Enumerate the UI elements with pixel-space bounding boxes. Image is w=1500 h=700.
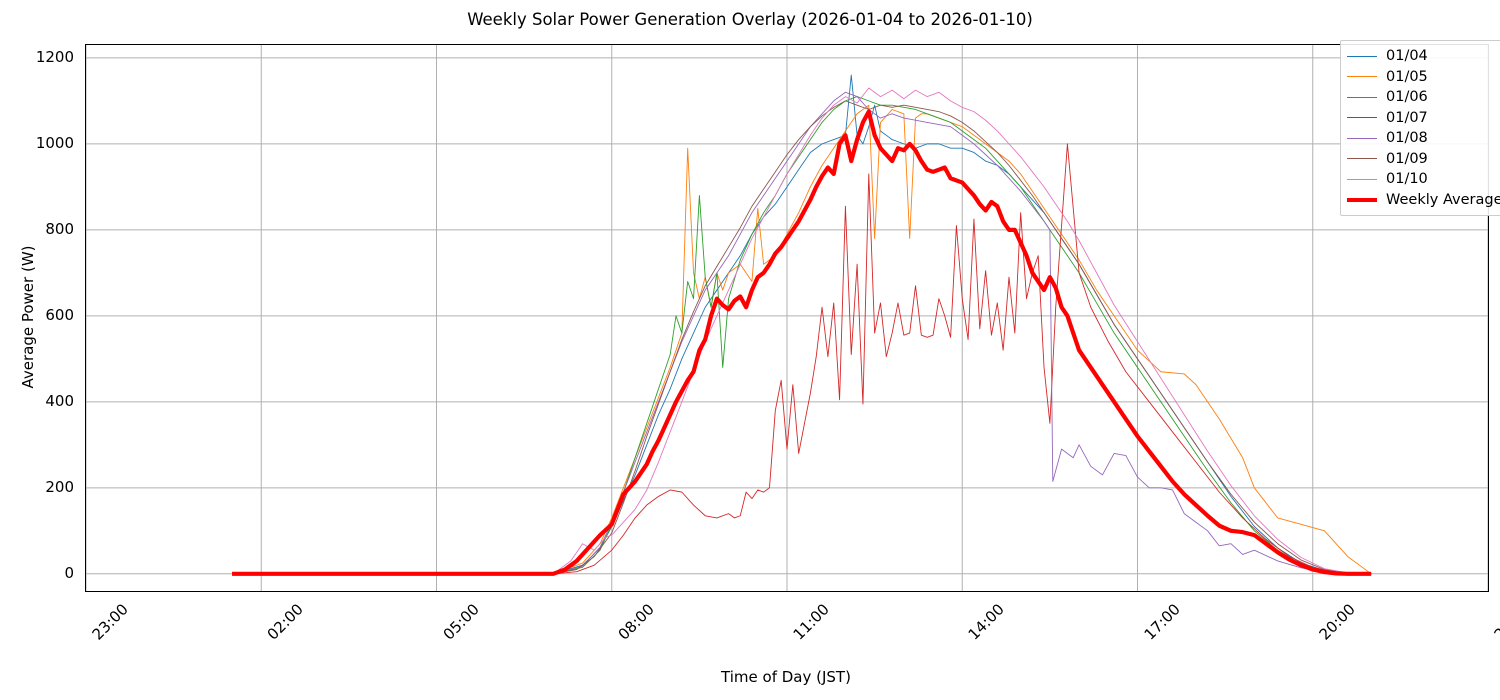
- legend-label: 01/06: [1386, 89, 1428, 106]
- series-line-01-08: [494, 91, 1372, 575]
- chart-legend: 01/04 01/05 01/06 01/07 01/08 01/09 01/10 Weekl…: [1340, 40, 1500, 216]
- legend-label: 01/04: [1386, 48, 1428, 65]
- series-line-01-09: [494, 100, 1372, 575]
- legend-label: 01/10: [1386, 171, 1428, 188]
- y-tick-label: 1000: [35, 133, 74, 152]
- legend-swatch-line-icon: [1347, 117, 1377, 119]
- x-tick-label: 20:00: [1315, 600, 1359, 644]
- y-tick-label: 600: [45, 305, 74, 324]
- weekly-average-line: [232, 109, 1372, 576]
- series-line-weekly-average: [232, 109, 1372, 576]
- x-tick-label: 14:00: [964, 600, 1009, 644]
- series-line-01-04: [494, 74, 1372, 575]
- x-axis-label: Time of Day (JST): [721, 668, 851, 686]
- grid-lines: [86, 45, 1488, 591]
- series-line-01-05: [494, 104, 1372, 575]
- legend-label: 01/05: [1386, 68, 1428, 85]
- legend-item-01-07[interactable]: 01/07: [1347, 108, 1500, 129]
- x-tick-label: 23:00: [88, 600, 132, 644]
- legend-swatch-line-icon: [1347, 158, 1377, 160]
- legend-item-weekly-average[interactable]: Weekly Average: [1347, 190, 1500, 211]
- legend-swatch-line-icon: [1347, 197, 1377, 202]
- x-tick-label: 23:00: [1490, 600, 1500, 644]
- x-axis-tick-labels: 23:00 02:00 05:00 08:00 11:00 14:00 17:00 20:00…: [85, 596, 1500, 666]
- x-tick-label: 05:00: [439, 600, 483, 644]
- legend-swatch-line-icon: [1347, 76, 1377, 78]
- x-tick-label: 02:00: [263, 600, 308, 644]
- x-tick-label: 17:00: [1140, 600, 1184, 644]
- y-tick-label: 200: [45, 477, 74, 496]
- legend-label: Weekly Average: [1386, 191, 1500, 208]
- y-tick-label: 400: [45, 391, 74, 410]
- legend-item-01-04[interactable]: 01/04: [1347, 46, 1500, 67]
- legend-swatch-line-icon: [1347, 137, 1377, 139]
- series-line-01-07: [494, 143, 1372, 575]
- legend-label: 01/09: [1386, 150, 1428, 167]
- series-line-01-06: [494, 96, 1372, 575]
- series-line-01-10: [494, 87, 1372, 575]
- legend-swatch-line-icon: [1347, 55, 1377, 57]
- y-axis-tick-labels: 0 200 400 600 800 1000 1200: [10, 44, 74, 590]
- x-tick-label: 11:00: [789, 600, 833, 644]
- y-tick-label: 1200: [35, 47, 74, 66]
- legend-item-01-08[interactable]: 01/08: [1347, 128, 1500, 149]
- legend-item-01-10[interactable]: 01/10: [1347, 169, 1500, 190]
- legend-item-01-06[interactable]: 01/06: [1347, 87, 1500, 108]
- y-tick-label: 0: [64, 563, 74, 582]
- chart-title: Weekly Solar Power Generation Overlay (2…: [467, 10, 1033, 29]
- y-tick-label: 800: [45, 219, 74, 238]
- legend-item-01-09[interactable]: 01/09: [1347, 149, 1500, 170]
- series-lines: [494, 74, 1372, 575]
- legend-swatch-line-icon: [1347, 178, 1377, 180]
- legend-label: 01/07: [1386, 109, 1428, 126]
- plot-svg: [86, 45, 1488, 591]
- legend-label: 01/08: [1386, 130, 1428, 147]
- legend-swatch-line-icon: [1347, 96, 1377, 98]
- legend-item-01-05[interactable]: 01/05: [1347, 67, 1500, 88]
- x-tick-label: 08:00: [614, 600, 658, 644]
- plot-area: [85, 44, 1489, 592]
